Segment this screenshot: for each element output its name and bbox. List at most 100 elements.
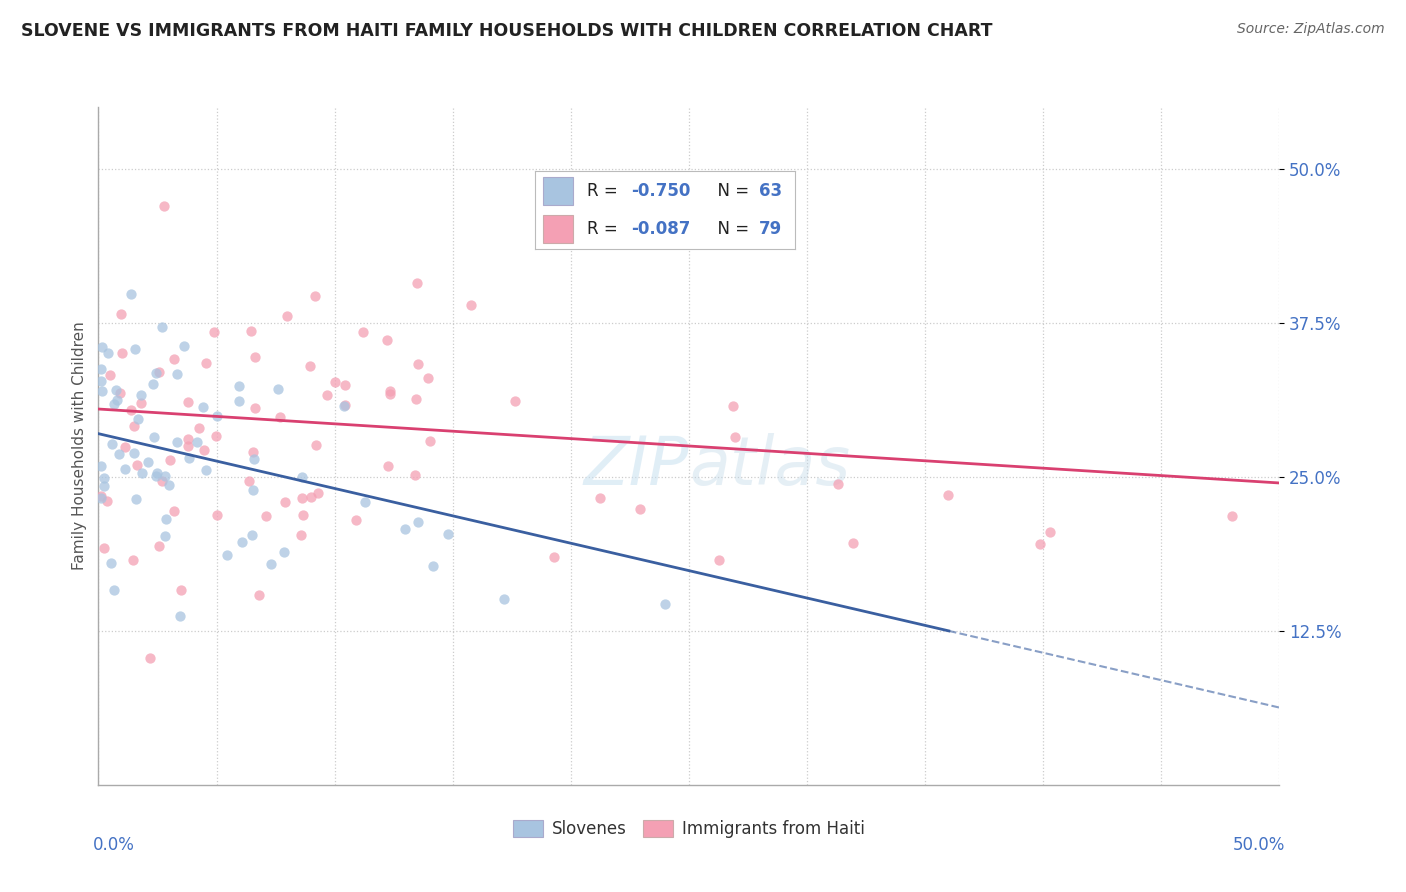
Point — [114, 440, 136, 454]
Point — [202, 326, 225, 340]
Point — [93, 471, 115, 485]
Point — [245, 401, 267, 415]
Text: atlas: atlas — [689, 434, 851, 500]
Point — [193, 442, 215, 457]
Point — [153, 468, 176, 483]
Point — [145, 468, 167, 483]
Point — [157, 477, 180, 491]
Point — [406, 515, 429, 529]
Point — [419, 434, 441, 448]
Point — [125, 458, 148, 472]
Point — [207, 508, 229, 523]
Point — [142, 430, 165, 444]
Point — [228, 379, 250, 393]
Point — [177, 439, 200, 453]
Point — [98, 368, 121, 382]
Point — [166, 367, 188, 381]
Point — [129, 388, 152, 402]
Point — [187, 421, 209, 435]
Point — [267, 382, 290, 396]
Point — [242, 444, 264, 458]
Point — [177, 394, 200, 409]
Point — [93, 479, 115, 493]
Point — [153, 528, 176, 542]
Point — [146, 466, 169, 480]
Point — [273, 544, 295, 558]
Point — [177, 432, 200, 446]
Text: -0.750: -0.750 — [631, 182, 690, 200]
Point — [139, 651, 162, 665]
Point — [316, 387, 339, 401]
Point — [240, 324, 263, 338]
Point — [238, 474, 260, 488]
Point — [108, 386, 131, 401]
Text: 63: 63 — [759, 182, 782, 200]
Point — [352, 325, 374, 339]
FancyBboxPatch shape — [543, 177, 574, 205]
Point — [305, 438, 328, 452]
Point — [205, 429, 228, 443]
Point — [122, 418, 145, 433]
Point — [186, 434, 208, 449]
Point — [170, 583, 193, 598]
Text: 79: 79 — [759, 220, 782, 238]
Y-axis label: Family Households with Children: Family Households with Children — [72, 322, 87, 570]
Point — [240, 528, 263, 542]
Point — [254, 509, 277, 524]
Point — [276, 309, 298, 323]
Point — [260, 558, 283, 572]
Point — [194, 356, 217, 370]
Point — [129, 396, 152, 410]
Point — [90, 491, 112, 506]
Point — [1029, 537, 1052, 551]
Point — [298, 359, 321, 373]
Point — [103, 397, 125, 411]
Point — [163, 504, 186, 518]
Point — [96, 494, 118, 508]
Point — [406, 357, 429, 371]
Text: 0.0%: 0.0% — [93, 836, 135, 854]
Point — [380, 384, 402, 399]
Text: N =: N = — [707, 182, 754, 200]
Point — [173, 339, 195, 353]
Point — [721, 399, 744, 413]
Point — [159, 453, 181, 467]
Point — [153, 199, 176, 213]
Point — [304, 289, 326, 303]
Point — [242, 483, 264, 498]
Point — [120, 402, 142, 417]
Point — [103, 582, 125, 597]
Text: N =: N = — [707, 220, 754, 238]
Point — [177, 450, 200, 465]
Point — [707, 553, 730, 567]
Point — [418, 371, 440, 385]
Text: ZIP: ZIP — [583, 434, 689, 500]
Text: -0.087: -0.087 — [631, 220, 690, 238]
Point — [205, 409, 228, 424]
Point — [827, 476, 849, 491]
Point — [422, 559, 444, 574]
Point — [100, 436, 122, 450]
Point — [654, 597, 676, 611]
Point — [1220, 508, 1243, 523]
Point — [333, 377, 356, 392]
Point — [163, 351, 186, 366]
Point — [724, 430, 747, 444]
Point — [333, 398, 356, 412]
Point — [323, 376, 346, 390]
Point — [155, 512, 177, 526]
Legend: Slovenes, Immigrants from Haiti: Slovenes, Immigrants from Haiti — [506, 813, 872, 845]
Point — [405, 276, 427, 290]
Point — [291, 470, 314, 484]
Point — [231, 535, 253, 549]
Point — [290, 528, 312, 542]
Point — [269, 409, 291, 424]
Point — [90, 459, 112, 474]
Point — [543, 550, 565, 565]
Point — [242, 452, 264, 467]
Point — [90, 362, 112, 376]
Point — [150, 319, 173, 334]
Point — [307, 486, 329, 500]
Point — [121, 553, 143, 567]
Point — [243, 350, 266, 364]
